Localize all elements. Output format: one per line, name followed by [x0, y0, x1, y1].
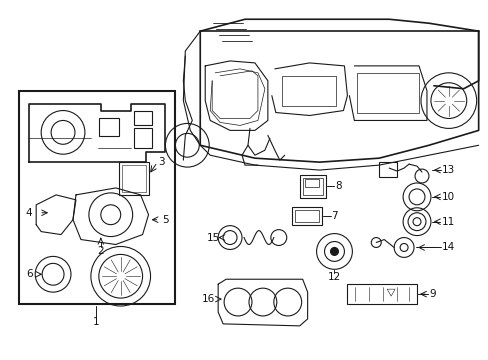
Text: 2: 2 — [97, 247, 104, 256]
Text: 14: 14 — [441, 243, 454, 252]
Bar — [302, 178, 322, 195]
Bar — [346, 284, 416, 304]
Text: 7: 7 — [331, 211, 337, 221]
Text: 11: 11 — [441, 217, 454, 227]
Text: 16: 16 — [202, 294, 215, 304]
Bar — [119, 162, 148, 195]
Bar — [294, 210, 318, 222]
Bar — [379, 162, 396, 177]
Text: 12: 12 — [327, 272, 341, 282]
Text: 8: 8 — [335, 181, 342, 191]
Text: 6: 6 — [26, 269, 33, 279]
Text: 5: 5 — [162, 215, 168, 225]
Bar — [19, 91, 175, 304]
Bar — [99, 118, 119, 136]
Text: 10: 10 — [441, 192, 454, 202]
Bar — [304, 179, 318, 187]
Text: 9: 9 — [428, 289, 435, 299]
Text: 4: 4 — [26, 208, 33, 218]
Circle shape — [330, 247, 338, 255]
Text: 3: 3 — [158, 157, 164, 167]
Text: 15: 15 — [206, 233, 220, 243]
Bar — [291, 207, 321, 225]
Text: 13: 13 — [441, 165, 454, 175]
Text: 1: 1 — [92, 317, 99, 327]
Bar — [281, 76, 336, 105]
Bar — [357, 73, 418, 113]
Bar — [133, 129, 151, 148]
Bar — [133, 111, 151, 125]
Bar — [122, 165, 145, 192]
Bar — [299, 175, 325, 198]
